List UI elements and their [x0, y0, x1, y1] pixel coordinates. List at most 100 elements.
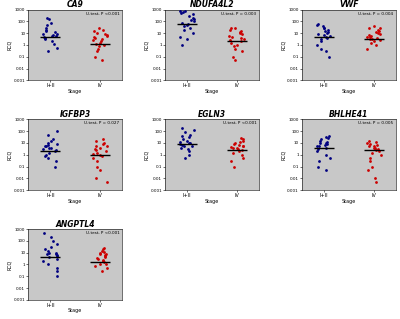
- Point: [40, 32, 46, 37]
- Point: [42, 247, 49, 252]
- Point: [318, 37, 324, 42]
- Point: [325, 27, 331, 32]
- Point: [236, 142, 242, 147]
- Point: [186, 152, 192, 157]
- Point: [323, 135, 330, 140]
- Point: [240, 143, 246, 148]
- Point: [182, 130, 189, 135]
- Point: [180, 137, 186, 142]
- Point: [184, 138, 190, 143]
- Text: U-test, P <0.001: U-test, P <0.001: [86, 231, 120, 235]
- Point: [100, 260, 107, 265]
- Point: [314, 42, 321, 48]
- Point: [363, 140, 370, 145]
- Point: [375, 31, 382, 36]
- Point: [366, 35, 373, 40]
- Point: [239, 137, 246, 142]
- Point: [232, 46, 238, 51]
- Point: [186, 135, 192, 140]
- Point: [104, 33, 110, 38]
- Title: NDUFA4L2: NDUFA4L2: [190, 1, 234, 10]
- Point: [54, 256, 60, 261]
- Point: [364, 34, 370, 39]
- Text: U-test, P <0.001: U-test, P <0.001: [86, 12, 120, 16]
- Point: [43, 152, 50, 157]
- Point: [372, 42, 379, 48]
- Point: [181, 24, 188, 29]
- Point: [323, 48, 329, 54]
- Point: [184, 22, 191, 27]
- X-axis label: Stage: Stage: [205, 199, 219, 204]
- Point: [228, 40, 235, 45]
- Point: [323, 167, 329, 173]
- Point: [191, 19, 197, 24]
- Point: [372, 145, 378, 150]
- Point: [177, 142, 184, 147]
- Point: [54, 254, 60, 259]
- Point: [240, 144, 246, 149]
- Point: [326, 54, 332, 59]
- Point: [186, 149, 192, 154]
- Point: [102, 32, 108, 37]
- Point: [54, 268, 60, 273]
- Point: [366, 143, 372, 148]
- X-axis label: Stage: Stage: [205, 89, 219, 94]
- Point: [101, 245, 108, 250]
- Point: [95, 46, 101, 51]
- Point: [180, 27, 187, 32]
- Point: [178, 145, 184, 150]
- Point: [101, 42, 108, 48]
- Point: [54, 274, 60, 279]
- Point: [186, 25, 193, 30]
- Point: [49, 33, 55, 38]
- Point: [44, 22, 51, 27]
- Point: [52, 250, 59, 255]
- Point: [51, 41, 57, 47]
- Point: [185, 141, 192, 146]
- Point: [52, 164, 58, 169]
- Point: [44, 251, 50, 256]
- Point: [376, 25, 383, 30]
- X-axis label: Stage: Stage: [342, 199, 356, 204]
- Point: [45, 262, 52, 267]
- Point: [184, 146, 191, 152]
- Point: [179, 133, 186, 138]
- Point: [366, 138, 372, 143]
- Point: [101, 249, 108, 254]
- Title: BHLHE41: BHLHE41: [329, 110, 368, 119]
- Point: [238, 136, 244, 141]
- Point: [234, 146, 241, 152]
- Point: [96, 44, 102, 49]
- Point: [327, 156, 333, 161]
- X-axis label: Stage: Stage: [68, 89, 82, 94]
- Point: [324, 142, 330, 147]
- Point: [43, 144, 50, 149]
- Point: [97, 251, 103, 256]
- Point: [103, 252, 109, 257]
- Point: [230, 145, 236, 150]
- Point: [231, 142, 238, 147]
- Point: [52, 147, 59, 152]
- Point: [92, 263, 98, 268]
- Point: [370, 144, 377, 149]
- Point: [50, 137, 56, 142]
- Point: [179, 20, 186, 25]
- Point: [323, 145, 330, 150]
- Point: [177, 34, 184, 39]
- Point: [48, 20, 54, 25]
- Point: [93, 176, 100, 181]
- Title: VWF: VWF: [339, 1, 358, 10]
- Point: [234, 42, 241, 48]
- Point: [324, 139, 330, 145]
- Point: [238, 28, 244, 33]
- Point: [180, 10, 186, 15]
- Point: [94, 31, 100, 36]
- Point: [184, 37, 190, 42]
- Point: [232, 26, 238, 31]
- Point: [324, 31, 330, 36]
- Point: [315, 21, 321, 26]
- Point: [177, 9, 184, 14]
- Point: [40, 258, 46, 263]
- Point: [314, 149, 320, 154]
- Point: [53, 265, 60, 271]
